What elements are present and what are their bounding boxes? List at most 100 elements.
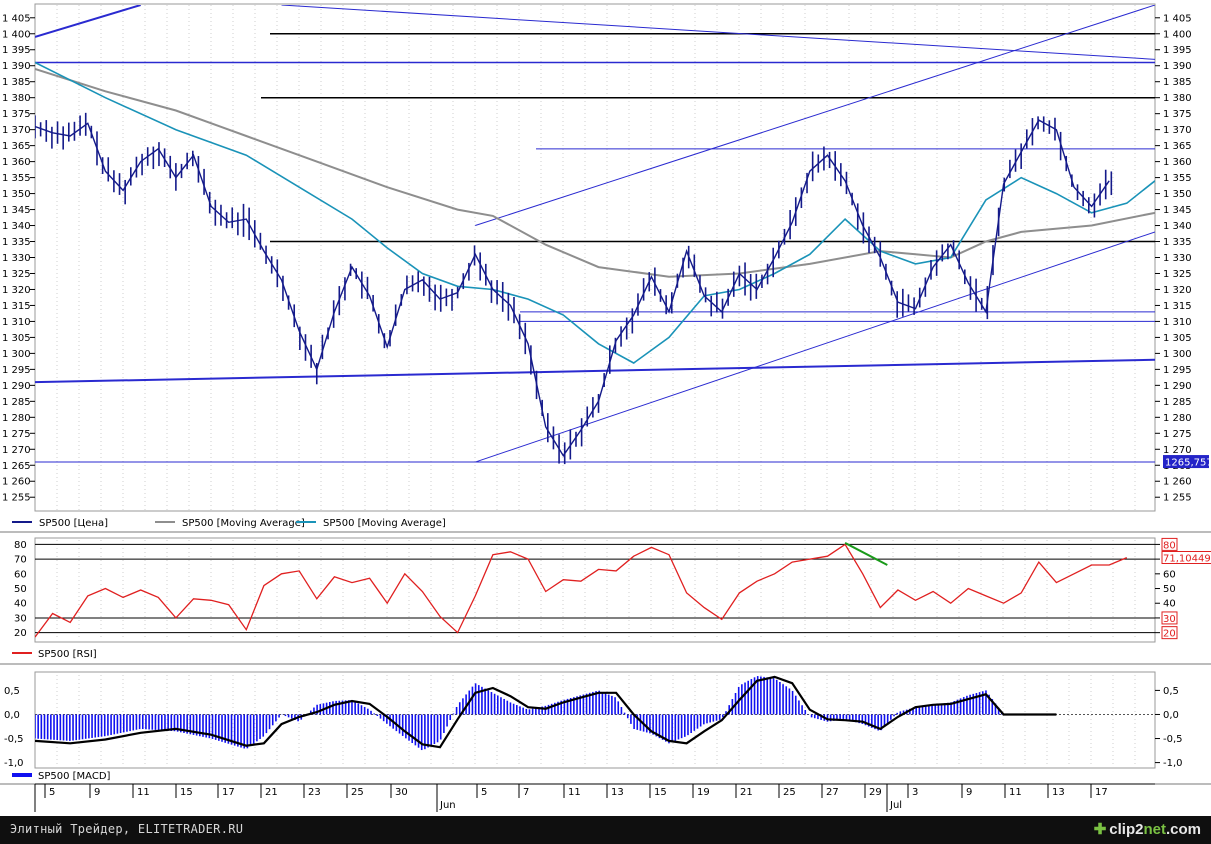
y-tick-label: 1 310 — [1163, 317, 1192, 328]
rsi-trend-line — [844, 542, 888, 566]
rsi-tick-label: 50 — [1163, 584, 1176, 595]
y-tick-label: 1 395 — [2, 45, 31, 56]
rsi-tick-label: 70 — [14, 555, 27, 566]
moving-average-short — [35, 61, 1155, 364]
y-tick-label: 1 265 — [2, 461, 31, 472]
x-tick-label: 9 — [966, 787, 972, 798]
y-tick-label: 1 320 — [2, 285, 31, 296]
y-tick-label: 1 380 — [2, 93, 31, 104]
legend-label: SP500 [Moving Average] — [323, 518, 446, 529]
footer-bar: Элитный Трейдер, ELITETRADER.RU ✚ clip2ne… — [0, 816, 1211, 844]
trend-line — [475, 231, 1155, 463]
macd-y-axis: -1,0 -1,0 -0,5 -0,5 0,0 0,0 0,5 0,5 — [4, 686, 1183, 769]
y-tick-label: 1 355 — [2, 173, 31, 184]
rsi-level-box — [1161, 537, 1178, 551]
y-tick-label: 1 280 — [2, 413, 31, 424]
rsi-y-axis: 202030304040505060607070808080302071,104… — [14, 537, 1211, 640]
rsi-tick-label: 60 — [14, 569, 27, 580]
y-tick-label: 1 305 — [1163, 333, 1192, 344]
y-tick-label: 1 360 — [1163, 157, 1192, 168]
y-tick-label: 1 340 — [1163, 221, 1192, 232]
rsi-last-label: 71,10449 — [1163, 554, 1211, 565]
y-tick-label: 1 315 — [1163, 301, 1192, 312]
rsi-legend-label: SP500 [RSI] — [38, 649, 97, 660]
y-tick-label: 1 290 — [2, 381, 31, 392]
rsi-last-box — [1161, 551, 1211, 564]
x-tick-label: 17 — [1095, 787, 1108, 798]
y-tick-label: 1 260 — [2, 477, 31, 488]
x-tick-label: 15 — [654, 787, 667, 798]
y-tick-label: 1 270 — [1163, 445, 1192, 456]
x-tick-label: 11 — [137, 787, 150, 798]
y-tick-label: 1 315 — [2, 301, 31, 312]
y-tick-label: 1 325 — [1163, 269, 1192, 280]
vertical-grid — [56, 5, 1136, 765]
rsi-tick-label: 20 — [14, 628, 27, 639]
macd-tick-label: 0,5 — [4, 686, 20, 697]
x-tick-label: 11 — [568, 787, 581, 798]
rsi-tick-label: 60 — [1163, 569, 1176, 580]
y-tick-label: 1 390 — [1163, 61, 1192, 72]
macd-tick-label: 0,0 — [4, 710, 20, 721]
y-tick-label: 1 405 — [1163, 13, 1192, 24]
x-tick-label: 5 — [481, 787, 487, 798]
trend-line — [475, 5, 1155, 227]
rsi-level-box — [1161, 611, 1178, 625]
x-tick-label: 23 — [308, 787, 321, 798]
x-tick-label: 30 — [395, 787, 408, 798]
y-tick-label: 1 385 — [1163, 77, 1192, 88]
macd-tick-label: -1,0 — [4, 758, 24, 769]
price-close-line — [35, 119, 1110, 457]
macd-signal-line — [35, 675, 1057, 749]
x-tick-label: 13 — [1052, 787, 1065, 798]
x-tick-label: 25 — [783, 787, 796, 798]
x-tick-label: 13 — [611, 787, 624, 798]
month-label: Jun — [439, 800, 456, 811]
y-tick-label: 1 300 — [1163, 349, 1192, 360]
x-tick-label: 21 — [265, 787, 278, 798]
y-tick-label: 1 255 — [2, 493, 31, 504]
y-tick-label: 1 390 — [2, 61, 31, 72]
y-tick-label: 1 330 — [2, 253, 31, 264]
y-tick-label: 1 395 — [1163, 45, 1192, 56]
rsi-panel-frame — [34, 537, 1156, 643]
y-tick-label: 1 340 — [2, 221, 31, 232]
macd-plot — [35, 675, 1155, 751]
x-tick-label: 17 — [222, 787, 235, 798]
rsi-tick-label: 40 — [1163, 599, 1176, 610]
macd-tick-label: -0,5 — [1163, 734, 1183, 745]
moving-average-long — [35, 67, 1155, 278]
x-tick-label: 27 — [826, 787, 839, 798]
y-tick-label: 1 320 — [1163, 285, 1192, 296]
y-tick-label: 1 380 — [1163, 93, 1192, 104]
macd-tick-label: 0,5 — [1163, 686, 1179, 697]
month-label: Jul — [889, 800, 902, 811]
y-tick-label: 1 385 — [2, 77, 31, 88]
rsi-tick-label: 80 — [14, 540, 27, 551]
rsi-plot — [35, 542, 1155, 638]
y-tick-label: 1 365 — [2, 141, 31, 152]
macd-tick-label: -1,0 — [1163, 758, 1183, 769]
trend-line — [35, 5, 141, 38]
x-tick-label: 5 — [49, 787, 55, 798]
y-tick-label: 1 350 — [2, 189, 31, 200]
macd-tick-label: -0,5 — [4, 734, 24, 745]
price-plot — [35, 5, 1155, 465]
y-tick-label: 1 375 — [1163, 109, 1192, 120]
rsi-level-box-label: 20 — [1163, 629, 1176, 640]
brand-suffix: .com — [1165, 821, 1201, 838]
last-price-box — [1163, 455, 1209, 469]
rsi-tick-label: 30 — [14, 613, 27, 624]
clip2net-logo[interactable]: ✚ clip2net.com — [1094, 820, 1201, 838]
y-tick-label: 1 290 — [1163, 381, 1192, 392]
x-tick-label: 29 — [869, 787, 882, 798]
rsi-level-box-label: 30 — [1163, 614, 1176, 625]
y-tick-label: 1 300 — [2, 349, 31, 360]
y-tick-label: 1 310 — [2, 317, 31, 328]
trend-line — [281, 5, 1155, 60]
y-tick-label: 1 280 — [1163, 413, 1192, 424]
x-tick-label: 19 — [697, 787, 710, 798]
y-tick-label: 1 350 — [1163, 189, 1192, 200]
